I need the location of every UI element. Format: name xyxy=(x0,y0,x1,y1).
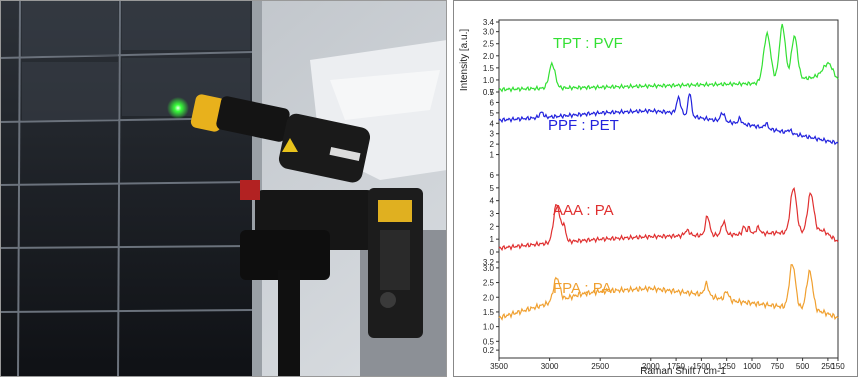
plot-frame xyxy=(498,19,839,359)
probe-mount xyxy=(240,180,375,377)
x-tick-label: 750 xyxy=(771,362,785,371)
series-label: FPA : PA xyxy=(553,280,612,297)
y-tick-label: 2.5 xyxy=(483,279,495,288)
panel-cell-grid xyxy=(0,0,253,377)
y-tick-label: 3 xyxy=(490,130,495,139)
plot-border xyxy=(498,19,839,359)
y-tick-label: 7 xyxy=(490,88,495,97)
y-tick-label: 0 xyxy=(490,248,495,257)
y-tick-label: 1 xyxy=(490,151,495,160)
spectrum-panel: 76 54 32 1 PPF : PET xyxy=(490,88,839,160)
spectrum-line xyxy=(498,93,839,146)
x-tick-label: 500 xyxy=(796,362,810,371)
y-tick-label: 0.2 xyxy=(483,346,495,355)
cloth-fold xyxy=(330,70,440,120)
raman-probe xyxy=(190,94,371,183)
y-tick-label: 1.5 xyxy=(483,308,495,317)
y-tick-label: 3.0 xyxy=(483,28,495,37)
y-axis-label: Intensity [a.u.] xyxy=(459,29,470,91)
series-label: AAA : PA xyxy=(553,202,614,219)
y-tick-label: 1.5 xyxy=(483,64,495,73)
y-tick-label: 0.5 xyxy=(483,88,495,97)
y-tick-label: 2 xyxy=(490,222,495,231)
y-tick-label: 3.2 xyxy=(483,258,495,267)
x-tick-label: 1000 xyxy=(743,362,761,371)
x-tick-label: 2000 xyxy=(642,362,660,371)
y-tick-label: 2.0 xyxy=(483,293,495,302)
series-label: TPT : PVF xyxy=(553,35,623,52)
x-tick-label: 3500 xyxy=(490,362,508,371)
spectrum-line xyxy=(498,264,839,321)
y-tick-label: 1 xyxy=(490,235,495,244)
x-tick-label: 3000 xyxy=(541,362,559,371)
x-tick-label: 250 xyxy=(821,362,835,371)
x-tick-label: 2500 xyxy=(591,362,609,371)
y-tick-label: 2 xyxy=(490,140,495,149)
y-tick-label: 6 xyxy=(490,171,495,180)
y-tick-label: 2.5 xyxy=(483,40,495,49)
spectrum-panel: 3.23.0 2.5 2.0 1.5 1.0 0.50.2 FPA : PA xyxy=(483,258,839,355)
laser-probe-on-solar-panel-photo xyxy=(0,0,447,377)
spectrum-panel: 3.43.0 2.5 2.0 1.5 1.0 0.5 TPT : PVF xyxy=(483,18,839,97)
y-tick-label: 5 xyxy=(490,184,495,193)
y-tick-label: 6 xyxy=(490,98,495,107)
y-tick-label: 4 xyxy=(490,119,495,128)
y-tick-label: 1.0 xyxy=(483,76,495,85)
x-tick-label: 1500 xyxy=(692,362,710,371)
x-tick-label: 1750 xyxy=(667,362,685,371)
y-tick-label: 0.5 xyxy=(483,337,495,346)
x-tick-label: 1250 xyxy=(718,362,736,371)
x-axis-ticks: 3500 3000 2500 2000 1750 1500 1250 1000 750 500 25… xyxy=(490,358,845,371)
x-tick-label: 150 xyxy=(831,362,845,371)
x-axis-label: Raman Shift / cm-1 xyxy=(640,366,726,377)
spectrum-line xyxy=(498,187,839,252)
laser-spot xyxy=(167,97,189,119)
y-tick-label: 3.4 xyxy=(483,18,495,27)
y-tick-label: 3 xyxy=(490,210,495,219)
y-tick-label: 1.0 xyxy=(483,323,495,332)
y-tick-label: 3.0 xyxy=(483,264,495,273)
side-clamp xyxy=(368,188,423,338)
y-tick-label: 4 xyxy=(490,197,495,206)
y-tick-label: 5 xyxy=(490,109,495,118)
spectrum-line xyxy=(498,23,839,93)
y-tick-label: 2.0 xyxy=(483,52,495,61)
series-label: PPF : PET xyxy=(548,117,619,134)
spectrum-panel: 6 5 4 3 2 1 0 AAA : PA xyxy=(490,171,839,257)
